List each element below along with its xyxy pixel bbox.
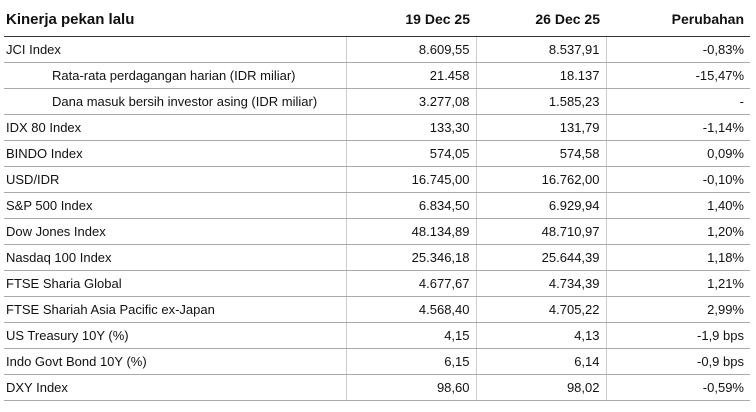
column-header: 26 Dec 25 (476, 2, 606, 37)
value-curr: 574,58 (475, 140, 606, 167)
value-curr: 16.762,00 (475, 166, 606, 193)
value-curr: 6,14 (475, 348, 606, 375)
value-curr: 6.929,94 (475, 192, 606, 219)
change: 2,99% (605, 296, 750, 323)
table-row: US Treasury 10Y (%) 4,15 4,13 -1,9 bps (4, 322, 750, 349)
table-row: JCI Index 8.609,55 8.537,91 -0,83% (4, 36, 750, 63)
table-row: USD/IDR 16.745,00 16.762,00 -0,10% (4, 166, 750, 193)
value-prev: 4.568,40 (345, 296, 476, 323)
header-row: Kinerja pekan lalu 19 Dec 25 26 Dec 25 P… (4, 2, 750, 37)
change: -15,47% (605, 62, 750, 89)
table-row: BINDO Index 574,05 574,58 0,09% (4, 140, 750, 167)
value-prev: 6,15 (345, 348, 476, 375)
row-label: Dow Jones Index (4, 218, 346, 245)
table-row: Nasdaq 100 Index 25.346,18 25.644,39 1,18% (4, 244, 750, 271)
table-row: DXY Index 98,60 98,02 -0,59% (4, 374, 750, 401)
row-label: Dana masuk bersih investor asing (IDR mi… (4, 88, 346, 115)
value-curr: 8.537,91 (475, 36, 606, 63)
value-curr: 98,02 (475, 374, 606, 401)
value-curr: 25.644,39 (475, 244, 606, 271)
value-prev: 6.834,50 (345, 192, 476, 219)
column-header: 19 Dec 25 (346, 2, 476, 37)
table-row: FTSE Shariah Asia Pacific ex-Japan 4.568,… (4, 296, 750, 323)
change: -0,9 bps (605, 348, 750, 375)
value-prev: 3.277,08 (345, 88, 476, 115)
change: -0,10% (605, 166, 750, 193)
table-row: FTSE Sharia Global 4.677,67 4.734,39 1,21% (4, 270, 750, 297)
row-label: Nasdaq 100 Index (4, 244, 346, 271)
table-header: Kinerja pekan lalu 19 Dec 25 26 Dec 25 P… (4, 2, 750, 37)
value-prev: 16.745,00 (345, 166, 476, 193)
value-curr: 131,79 (475, 114, 606, 141)
change: 1,18% (605, 244, 750, 271)
value-prev: 574,05 (345, 140, 476, 167)
value-curr: 1.585,23 (475, 88, 606, 115)
column-header: Perubahan (606, 2, 750, 37)
row-label: US Treasury 10Y (%) (4, 322, 346, 349)
value-curr: 4.734,39 (475, 270, 606, 297)
table-row: Dow Jones Index 48.134,89 48.710,97 1,20% (4, 218, 750, 245)
row-label: BINDO Index (4, 140, 346, 167)
value-prev: 48.134,89 (345, 218, 476, 245)
value-curr: 18.137 (475, 62, 606, 89)
value-prev: 21.458 (345, 62, 476, 89)
change: 0,09% (605, 140, 750, 167)
value-curr: 4.705,22 (475, 296, 606, 323)
row-label: S&P 500 Index (4, 192, 346, 219)
change: 1,20% (605, 218, 750, 245)
value-prev: 98,60 (345, 374, 476, 401)
change: -1,9 bps (605, 322, 750, 349)
value-prev: 4,15 (345, 322, 476, 349)
change: 1,21% (605, 270, 750, 297)
change: -1,14% (605, 114, 750, 141)
table-body: JCI Index 8.609,55 8.537,91 -0,83% Rata-rata… (4, 36, 750, 401)
change: 1,40% (605, 192, 750, 219)
table-row: Rata-rata perdagangan harian (IDR miliar… (4, 62, 750, 89)
value-curr: 48.710,97 (475, 218, 606, 245)
performance-table: Kinerja pekan lalu 19 Dec 25 26 Dec 25 P… (4, 2, 750, 401)
table-row: S&P 500 Index 6.834,50 6.929,94 1,40% (4, 192, 750, 219)
row-label: FTSE Sharia Global (4, 270, 346, 297)
table-title: Kinerja pekan lalu (4, 2, 346, 37)
row-label: DXY Index (4, 374, 346, 401)
table-row: Dana masuk bersih investor asing (IDR mi… (4, 88, 750, 115)
row-label: FTSE Shariah Asia Pacific ex-Japan (4, 296, 346, 323)
value-prev: 133,30 (345, 114, 476, 141)
value-prev: 4.677,67 (345, 270, 476, 297)
change: - (605, 88, 750, 115)
row-label: USD/IDR (4, 166, 346, 193)
change: -0,59% (605, 374, 750, 401)
value-prev: 25.346,18 (345, 244, 476, 271)
row-label: Indo Govt Bond 10Y (%) (4, 348, 346, 375)
table-row: Indo Govt Bond 10Y (%) 6,15 6,14 -0,9 bps (4, 348, 750, 375)
row-label: Rata-rata perdagangan harian (IDR miliar… (4, 62, 346, 89)
value-curr: 4,13 (475, 322, 606, 349)
value-prev: 8.609,55 (345, 36, 476, 63)
row-label: IDX 80 Index (4, 114, 346, 141)
change: -0,83% (605, 36, 750, 63)
table-row: IDX 80 Index 133,30 131,79 -1,14% (4, 114, 750, 141)
row-label: JCI Index (4, 36, 346, 63)
